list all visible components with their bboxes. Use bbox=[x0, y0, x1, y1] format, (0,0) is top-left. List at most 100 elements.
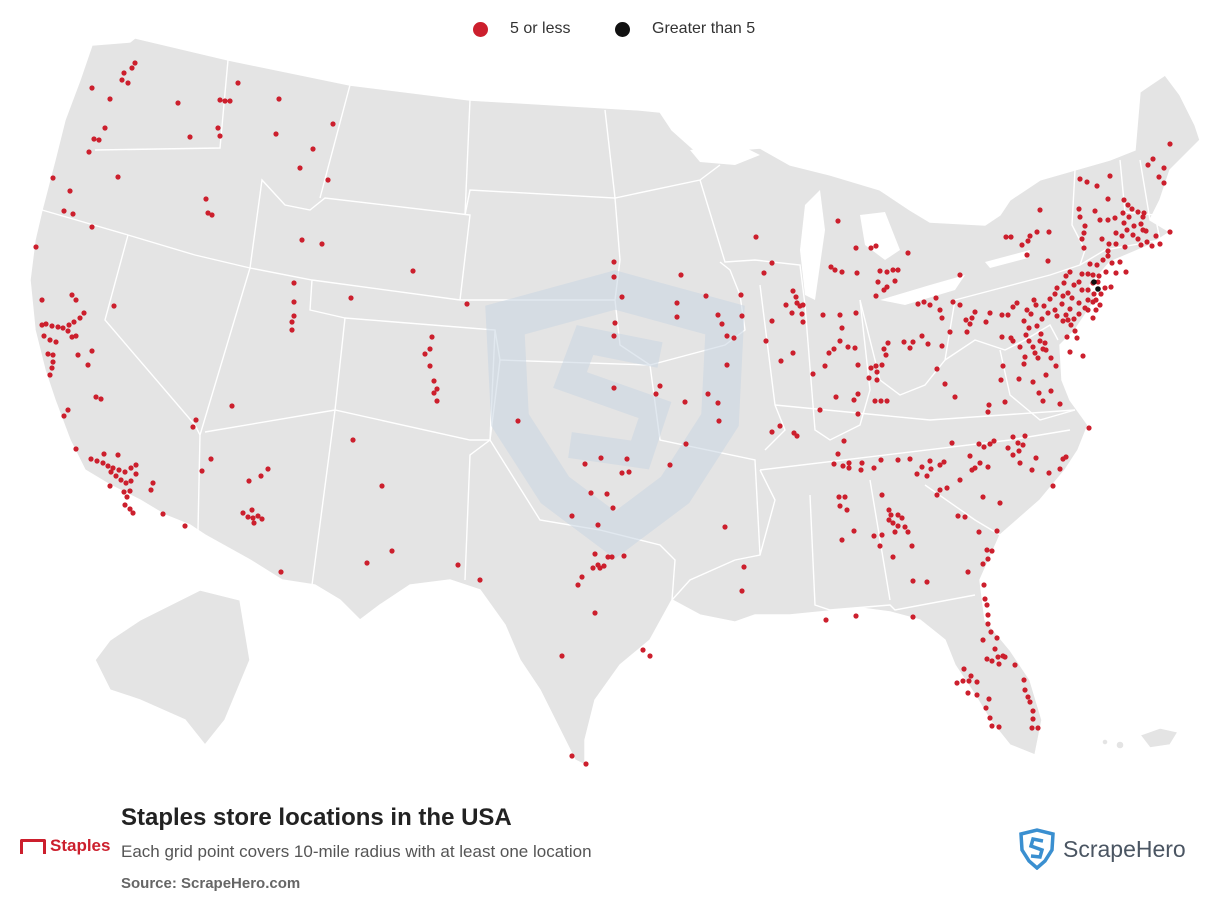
store-dot-5-or-less bbox=[937, 307, 943, 313]
store-dot-5-or-less bbox=[1022, 354, 1028, 360]
store-dot-5-or-less bbox=[722, 524, 728, 530]
store-dot-5-or-less bbox=[1060, 293, 1066, 299]
store-dot-5-or-less bbox=[1031, 297, 1037, 303]
store-dot-5-or-less bbox=[434, 398, 440, 404]
store-dot-5-or-less bbox=[995, 654, 1001, 660]
store-dot-5-or-less bbox=[1090, 315, 1096, 321]
store-dot-5-or-less bbox=[738, 292, 744, 298]
store-dot-5-or-less bbox=[477, 577, 483, 583]
scrapehero-logo: ScrapeHero bbox=[1017, 828, 1186, 870]
store-dot-5-or-less bbox=[582, 461, 588, 467]
store-dot-5-or-less bbox=[148, 487, 154, 493]
store-dot-5-or-less bbox=[996, 661, 1002, 667]
store-dot-5-or-less bbox=[217, 133, 223, 139]
store-dot-5-or-less bbox=[609, 554, 615, 560]
store-dot-5-or-less bbox=[841, 438, 847, 444]
store-dot-5-or-less bbox=[888, 512, 894, 518]
store-dot-5-or-less bbox=[878, 457, 884, 463]
store-dot-5-or-less bbox=[910, 339, 916, 345]
store-dot-5-or-less bbox=[937, 487, 943, 493]
store-dot-5-or-less bbox=[1079, 236, 1085, 242]
store-dot-5-or-less bbox=[110, 465, 116, 471]
store-dot-5-or-less bbox=[1138, 242, 1144, 248]
scrapehero-shield-icon bbox=[1019, 828, 1055, 870]
store-dot-5-or-less bbox=[817, 407, 823, 413]
store-dot-5-or-less bbox=[1002, 399, 1008, 405]
store-dot-5-or-less bbox=[724, 362, 730, 368]
store-dot-5-or-less bbox=[960, 678, 966, 684]
store-dot-5-or-less bbox=[969, 467, 975, 473]
store-dot-5-or-less bbox=[1048, 388, 1054, 394]
store-dot-5-or-less bbox=[1150, 156, 1156, 162]
store-dot-5-or-less bbox=[70, 211, 76, 217]
store-dot-5-or-less bbox=[123, 480, 129, 486]
store-dot-5-or-less bbox=[569, 513, 575, 519]
store-dot-5-or-less bbox=[873, 293, 879, 299]
store-dot-5-or-less bbox=[1033, 302, 1039, 308]
store-dot-5-or-less bbox=[837, 338, 843, 344]
store-dot-5-or-less bbox=[1067, 349, 1073, 355]
store-dot-5-or-less bbox=[1076, 311, 1082, 317]
store-dot-5-or-less bbox=[1094, 262, 1100, 268]
store-dot-5-or-less bbox=[41, 333, 47, 339]
watermark-s-icon bbox=[553, 325, 672, 470]
store-dot-5-or-less bbox=[598, 455, 604, 461]
store-dot-5-or-less bbox=[592, 610, 598, 616]
store-dot-5-or-less bbox=[1041, 303, 1047, 309]
store-dot-5-or-less bbox=[100, 460, 106, 466]
store-dot-5-or-less bbox=[605, 554, 611, 560]
store-dot-5-or-less bbox=[674, 300, 680, 306]
store-dot-5-or-less bbox=[871, 465, 877, 471]
store-dot-5-or-less bbox=[914, 471, 920, 477]
red-dot-icon bbox=[473, 21, 488, 37]
store-dot-5-or-less bbox=[1153, 233, 1159, 239]
store-dot-5-or-less bbox=[989, 548, 995, 554]
store-dot-5-or-less bbox=[1144, 239, 1150, 245]
store-dot-5-or-less bbox=[205, 210, 211, 216]
store-dot-5-or-less bbox=[939, 315, 945, 321]
store-dot-5-or-less bbox=[1138, 221, 1144, 227]
store-dot-5-or-less bbox=[1090, 272, 1096, 278]
store-dot-5-or-less bbox=[934, 366, 940, 372]
store-dot-5-or-less bbox=[1016, 448, 1022, 454]
staples-logo: Staples bbox=[20, 836, 110, 856]
store-dot-5-or-less bbox=[1005, 445, 1011, 451]
store-dot-5-or-less bbox=[823, 617, 829, 623]
store-dot-5-or-less bbox=[1076, 279, 1082, 285]
store-dot-5-or-less bbox=[71, 319, 77, 325]
store-dot-5-or-less bbox=[853, 245, 859, 251]
store-dot-5-or-less bbox=[199, 468, 205, 474]
store-dot-5-or-less bbox=[1076, 206, 1082, 212]
store-dot-5-or-less bbox=[1149, 243, 1155, 249]
store-dot-5-or-less bbox=[851, 397, 857, 403]
store-dot-5-or-less bbox=[769, 260, 775, 266]
store-dot-5-or-less bbox=[249, 507, 255, 513]
store-dot-5-or-less bbox=[122, 469, 128, 475]
store-dot-5-or-less bbox=[667, 462, 673, 468]
store-dot-5-or-less bbox=[988, 629, 994, 635]
store-dot-5-or-less bbox=[1022, 433, 1028, 439]
store-dot-5-or-less bbox=[265, 466, 271, 472]
store-dot-5-or-less bbox=[85, 362, 91, 368]
store-dot-5-or-less bbox=[866, 375, 872, 381]
store-dot-5-or-less bbox=[895, 267, 901, 273]
store-dot-5-or-less bbox=[716, 418, 722, 424]
store-dot-5-or-less bbox=[101, 451, 107, 457]
store-dot-5-or-less bbox=[299, 237, 305, 243]
store-dot-5-or-less bbox=[1071, 282, 1077, 288]
store-dot-5-or-less bbox=[962, 514, 968, 520]
store-dot-5-or-less bbox=[93, 394, 99, 400]
store-dot-5-or-less bbox=[102, 125, 108, 131]
store-dot-5-or-less bbox=[119, 77, 125, 83]
store-dot-5-or-less bbox=[1120, 210, 1126, 216]
store-dot-5-or-less bbox=[845, 344, 851, 350]
store-dot-5-or-less bbox=[947, 329, 953, 335]
store-dot-5-or-less bbox=[1109, 260, 1115, 266]
store-dot-5-or-less bbox=[291, 313, 297, 319]
store-dot-5-or-less bbox=[957, 302, 963, 308]
store-dot-5-or-less bbox=[588, 490, 594, 496]
store-dot-5-or-less bbox=[1034, 229, 1040, 235]
store-dot-5-or-less bbox=[1063, 454, 1069, 460]
store-dot-5-or-less bbox=[890, 520, 896, 526]
store-dot-5-or-less bbox=[1017, 460, 1023, 466]
